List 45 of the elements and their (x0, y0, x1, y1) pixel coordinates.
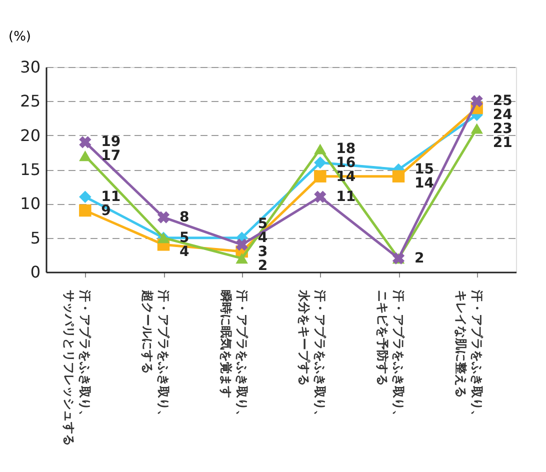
point (79, 190, 92, 203)
data-label: 8 (180, 209, 190, 226)
point (314, 170, 326, 182)
x-tick-label: 汗・アブラをふき取り、超クールにする (140, 289, 170, 422)
data-label: 2 (414, 250, 424, 266)
y-tick-label: 5 (30, 228, 40, 248)
data-label: 21 (492, 135, 512, 152)
data-label: 25 (492, 93, 512, 110)
data-label: 4 (180, 244, 190, 260)
point (470, 123, 483, 134)
data-label: 18 (336, 141, 356, 157)
y-tick-label: 20 (20, 126, 40, 145)
y-tick-label: 25 (20, 92, 40, 111)
data-label: 23 (492, 121, 512, 138)
x-tick-label: 汗・アブラをふき取り、キレイな肌に整える (454, 289, 484, 422)
data-label: 19 (101, 134, 121, 150)
point (79, 204, 92, 217)
point (314, 156, 326, 169)
data-label: 3 (258, 244, 268, 260)
point (157, 211, 170, 224)
y-tick-label: 15 (20, 160, 40, 179)
point (79, 136, 92, 148)
point (236, 238, 248, 251)
data-label: 15 (414, 162, 434, 178)
data-label: 11 (336, 188, 356, 205)
y-axis-title: (%) (8, 30, 31, 44)
y-tick-label: 0 (30, 262, 40, 282)
point (392, 170, 405, 182)
data-label: 14 (414, 176, 434, 192)
x-tick-label: 汗・アブラをふき取り、水分をキープする (297, 289, 328, 422)
y-tick-label: 10 (20, 194, 40, 214)
data-label: 4 (258, 230, 268, 246)
point (314, 190, 326, 203)
x-tick-label: 汗・アブラをふき取り、瞬時に眠気を覚ます (218, 289, 249, 422)
data-label: 17 (101, 148, 121, 164)
data-label: 11 (101, 188, 121, 205)
point (79, 150, 92, 162)
x-tick-label: 汗・アブラをふき取り、サッパリとリフレッシュする (62, 289, 92, 446)
point (470, 95, 483, 108)
data-label: 24 (492, 107, 513, 124)
x-tick-label: 汗・アブラをふき取り、ニキビを予防する (376, 289, 406, 422)
point (314, 144, 326, 154)
data-label: 2 (258, 258, 268, 274)
y-tick-label: 30 (20, 58, 40, 76)
point (236, 253, 248, 264)
